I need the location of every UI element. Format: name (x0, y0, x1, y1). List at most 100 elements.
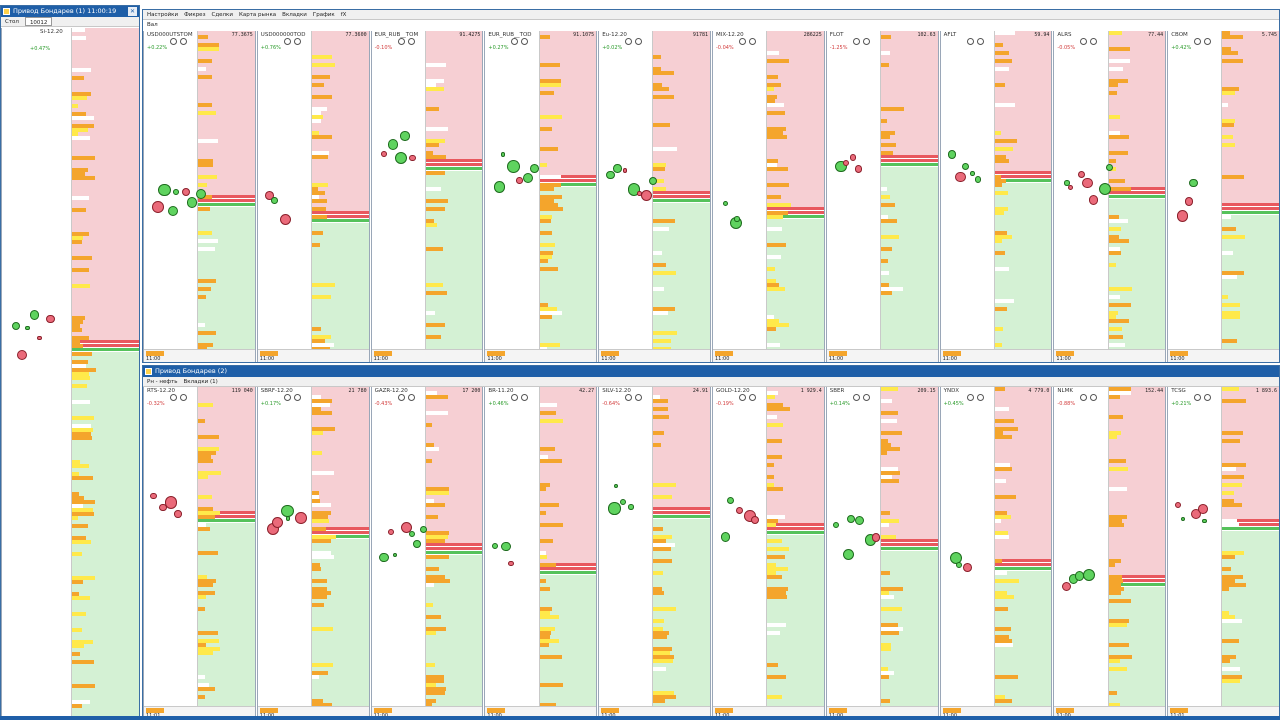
book-level[interactable] (198, 691, 255, 695)
book-level[interactable] (653, 195, 710, 198)
book-level[interactable] (198, 111, 255, 115)
book-level[interactable] (880, 287, 938, 291)
book-level[interactable] (425, 103, 483, 107)
book-level[interactable] (198, 563, 255, 567)
book-level[interactable] (1222, 227, 1279, 231)
book-level[interactable] (880, 143, 938, 147)
book-level[interactable] (994, 447, 1052, 451)
book-level[interactable] (994, 683, 1052, 687)
book-level[interactable] (767, 167, 824, 171)
book-level[interactable] (1222, 179, 1279, 183)
book-level[interactable] (653, 63, 710, 67)
book-level[interactable] (198, 419, 255, 423)
book-level[interactable] (767, 411, 824, 415)
book-level[interactable] (425, 531, 483, 535)
book-level[interactable] (653, 275, 710, 279)
book-level[interactable] (1108, 575, 1166, 579)
book-level[interactable] (311, 403, 369, 407)
book-level[interactable] (539, 639, 597, 643)
book-level[interactable] (1108, 307, 1166, 311)
book-level[interactable] (767, 599, 824, 603)
book-level[interactable] (72, 428, 139, 432)
book-level[interactable] (425, 311, 483, 315)
book-level[interactable] (880, 423, 938, 427)
book-level[interactable] (198, 211, 255, 215)
book-level[interactable] (539, 123, 597, 127)
book-level[interactable] (1222, 107, 1279, 111)
book-level[interactable] (425, 411, 483, 415)
book-level[interactable] (767, 535, 824, 539)
book-level[interactable] (653, 695, 710, 699)
book-level[interactable] (767, 315, 824, 319)
book-level[interactable] (1108, 323, 1166, 327)
book-level[interactable] (767, 39, 824, 43)
book-level[interactable] (994, 559, 1052, 563)
book-level[interactable] (1108, 495, 1166, 499)
book-level[interactable] (653, 599, 710, 603)
bottom-panel-gold-12-20[interactable]: GOLD-12.20-0.19%1 929.411:00 (712, 387, 825, 719)
book-level[interactable] (425, 207, 483, 211)
book-level[interactable] (880, 619, 938, 623)
book-level[interactable] (767, 287, 824, 291)
book-level[interactable] (72, 504, 139, 508)
book-level[interactable] (994, 643, 1052, 647)
book-level[interactable] (425, 195, 483, 199)
book-level[interactable] (653, 219, 710, 223)
book-level[interactable] (311, 651, 369, 655)
book-level[interactable] (72, 628, 139, 632)
book-level[interactable] (767, 207, 824, 210)
book-level[interactable] (1108, 651, 1166, 655)
book-level[interactable] (994, 155, 1052, 159)
book-level[interactable] (880, 611, 938, 615)
book-level[interactable] (72, 224, 139, 228)
book-level[interactable] (425, 471, 483, 475)
book-level[interactable] (311, 159, 369, 163)
book-level[interactable] (72, 684, 139, 688)
book-level[interactable] (198, 527, 255, 531)
book-level[interactable] (72, 468, 139, 472)
book-level[interactable] (198, 187, 255, 191)
book-level[interactable] (425, 619, 483, 623)
book-level[interactable] (1108, 535, 1166, 539)
book-level[interactable] (72, 40, 139, 44)
close-icon[interactable] (976, 394, 984, 401)
book-level[interactable] (1108, 679, 1166, 683)
book-level[interactable] (767, 55, 824, 59)
book-level[interactable] (1222, 651, 1279, 655)
book-level[interactable] (539, 567, 597, 570)
book-level[interactable] (1108, 407, 1166, 411)
book-level[interactable] (880, 451, 938, 455)
book-level[interactable] (994, 611, 1052, 615)
book-level[interactable] (994, 339, 1052, 343)
order-book[interactable]: 91781 (652, 31, 710, 351)
book-level[interactable] (653, 611, 710, 615)
book-level[interactable] (1108, 671, 1166, 675)
book-level[interactable] (311, 139, 369, 143)
book-level[interactable] (880, 147, 938, 151)
book-level[interactable] (425, 535, 483, 539)
book-level[interactable] (767, 575, 824, 579)
book-level[interactable] (72, 572, 139, 576)
book-level[interactable] (1222, 655, 1279, 659)
book-level[interactable] (72, 156, 139, 160)
book-level[interactable] (311, 643, 369, 647)
book-level[interactable] (880, 331, 938, 335)
book-level[interactable] (767, 467, 824, 471)
book-level[interactable] (425, 539, 483, 543)
book-level[interactable] (994, 131, 1052, 135)
book-level[interactable] (425, 67, 483, 71)
book-level[interactable] (1222, 627, 1279, 631)
book-level[interactable] (539, 51, 597, 55)
book-level[interactable] (72, 644, 139, 648)
book-level[interactable] (1222, 663, 1279, 667)
book-level[interactable] (539, 91, 597, 95)
book-level[interactable] (72, 84, 139, 88)
book-level[interactable] (1108, 427, 1166, 431)
book-level[interactable] (880, 483, 938, 487)
book-level[interactable] (539, 651, 597, 655)
book-level[interactable] (1222, 151, 1279, 155)
book-level[interactable] (425, 235, 483, 239)
book-level[interactable] (1222, 443, 1279, 447)
book-level[interactable] (311, 287, 369, 291)
book-level[interactable] (198, 203, 255, 206)
